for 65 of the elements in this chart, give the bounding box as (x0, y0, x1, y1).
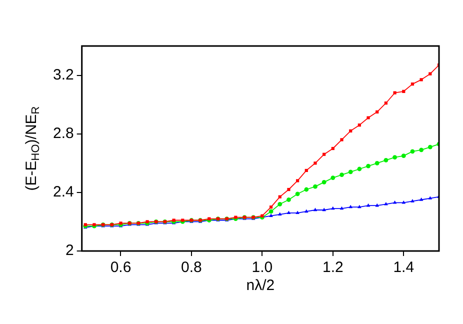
point (410, 149, 415, 154)
point (366, 164, 370, 168)
point (269, 214, 273, 217)
x-tick-label: 0.6 (110, 259, 132, 276)
point (322, 152, 326, 156)
point (278, 195, 282, 198)
point (420, 78, 423, 82)
y-tick-label: 3.2 (52, 66, 74, 84)
point (304, 168, 308, 172)
point (419, 148, 424, 152)
point (357, 166, 362, 172)
y-tick-label: 2 (66, 242, 74, 260)
point (392, 155, 397, 160)
y-axis-title: (E-EHO)/NER (23, 106, 42, 191)
y-tick-label: 2.8 (52, 125, 74, 142)
x-axis-title: nλ/2 (246, 277, 275, 294)
point (340, 206, 344, 210)
point (287, 188, 290, 192)
point (331, 146, 334, 150)
point (402, 200, 406, 204)
point (393, 91, 396, 94)
point (268, 209, 274, 214)
point (366, 203, 370, 207)
point (331, 206, 335, 210)
point (296, 210, 300, 214)
point (374, 160, 380, 166)
point (348, 170, 353, 174)
point (278, 212, 282, 216)
point (402, 90, 406, 93)
point (366, 116, 370, 120)
point (384, 102, 388, 105)
point (410, 82, 414, 86)
point (322, 208, 326, 212)
point (286, 210, 291, 214)
point (286, 198, 291, 202)
point (428, 144, 432, 150)
point (295, 192, 300, 196)
point (340, 138, 344, 142)
point (313, 184, 318, 189)
point (322, 180, 326, 184)
point (376, 110, 379, 114)
x-tick-label: 1.2 (322, 259, 344, 276)
point (384, 158, 388, 162)
point (304, 209, 308, 213)
x-tick-label: 1.4 (393, 259, 414, 276)
point (269, 206, 273, 209)
point (340, 172, 344, 178)
point (401, 154, 406, 158)
point (296, 179, 300, 182)
point (410, 199, 414, 202)
point (392, 200, 397, 204)
point (358, 124, 361, 127)
y-tick-label: 2.4 (52, 184, 74, 201)
point (314, 162, 317, 165)
point (419, 198, 424, 201)
point (278, 202, 282, 206)
point (348, 204, 353, 208)
point (428, 72, 432, 76)
point (349, 129, 352, 132)
point (428, 196, 432, 200)
point (313, 208, 318, 212)
point (304, 187, 309, 192)
x-tick-label: 1.0 (252, 259, 273, 276)
point (330, 176, 336, 180)
x-tick-label: 0.8 (181, 259, 202, 276)
